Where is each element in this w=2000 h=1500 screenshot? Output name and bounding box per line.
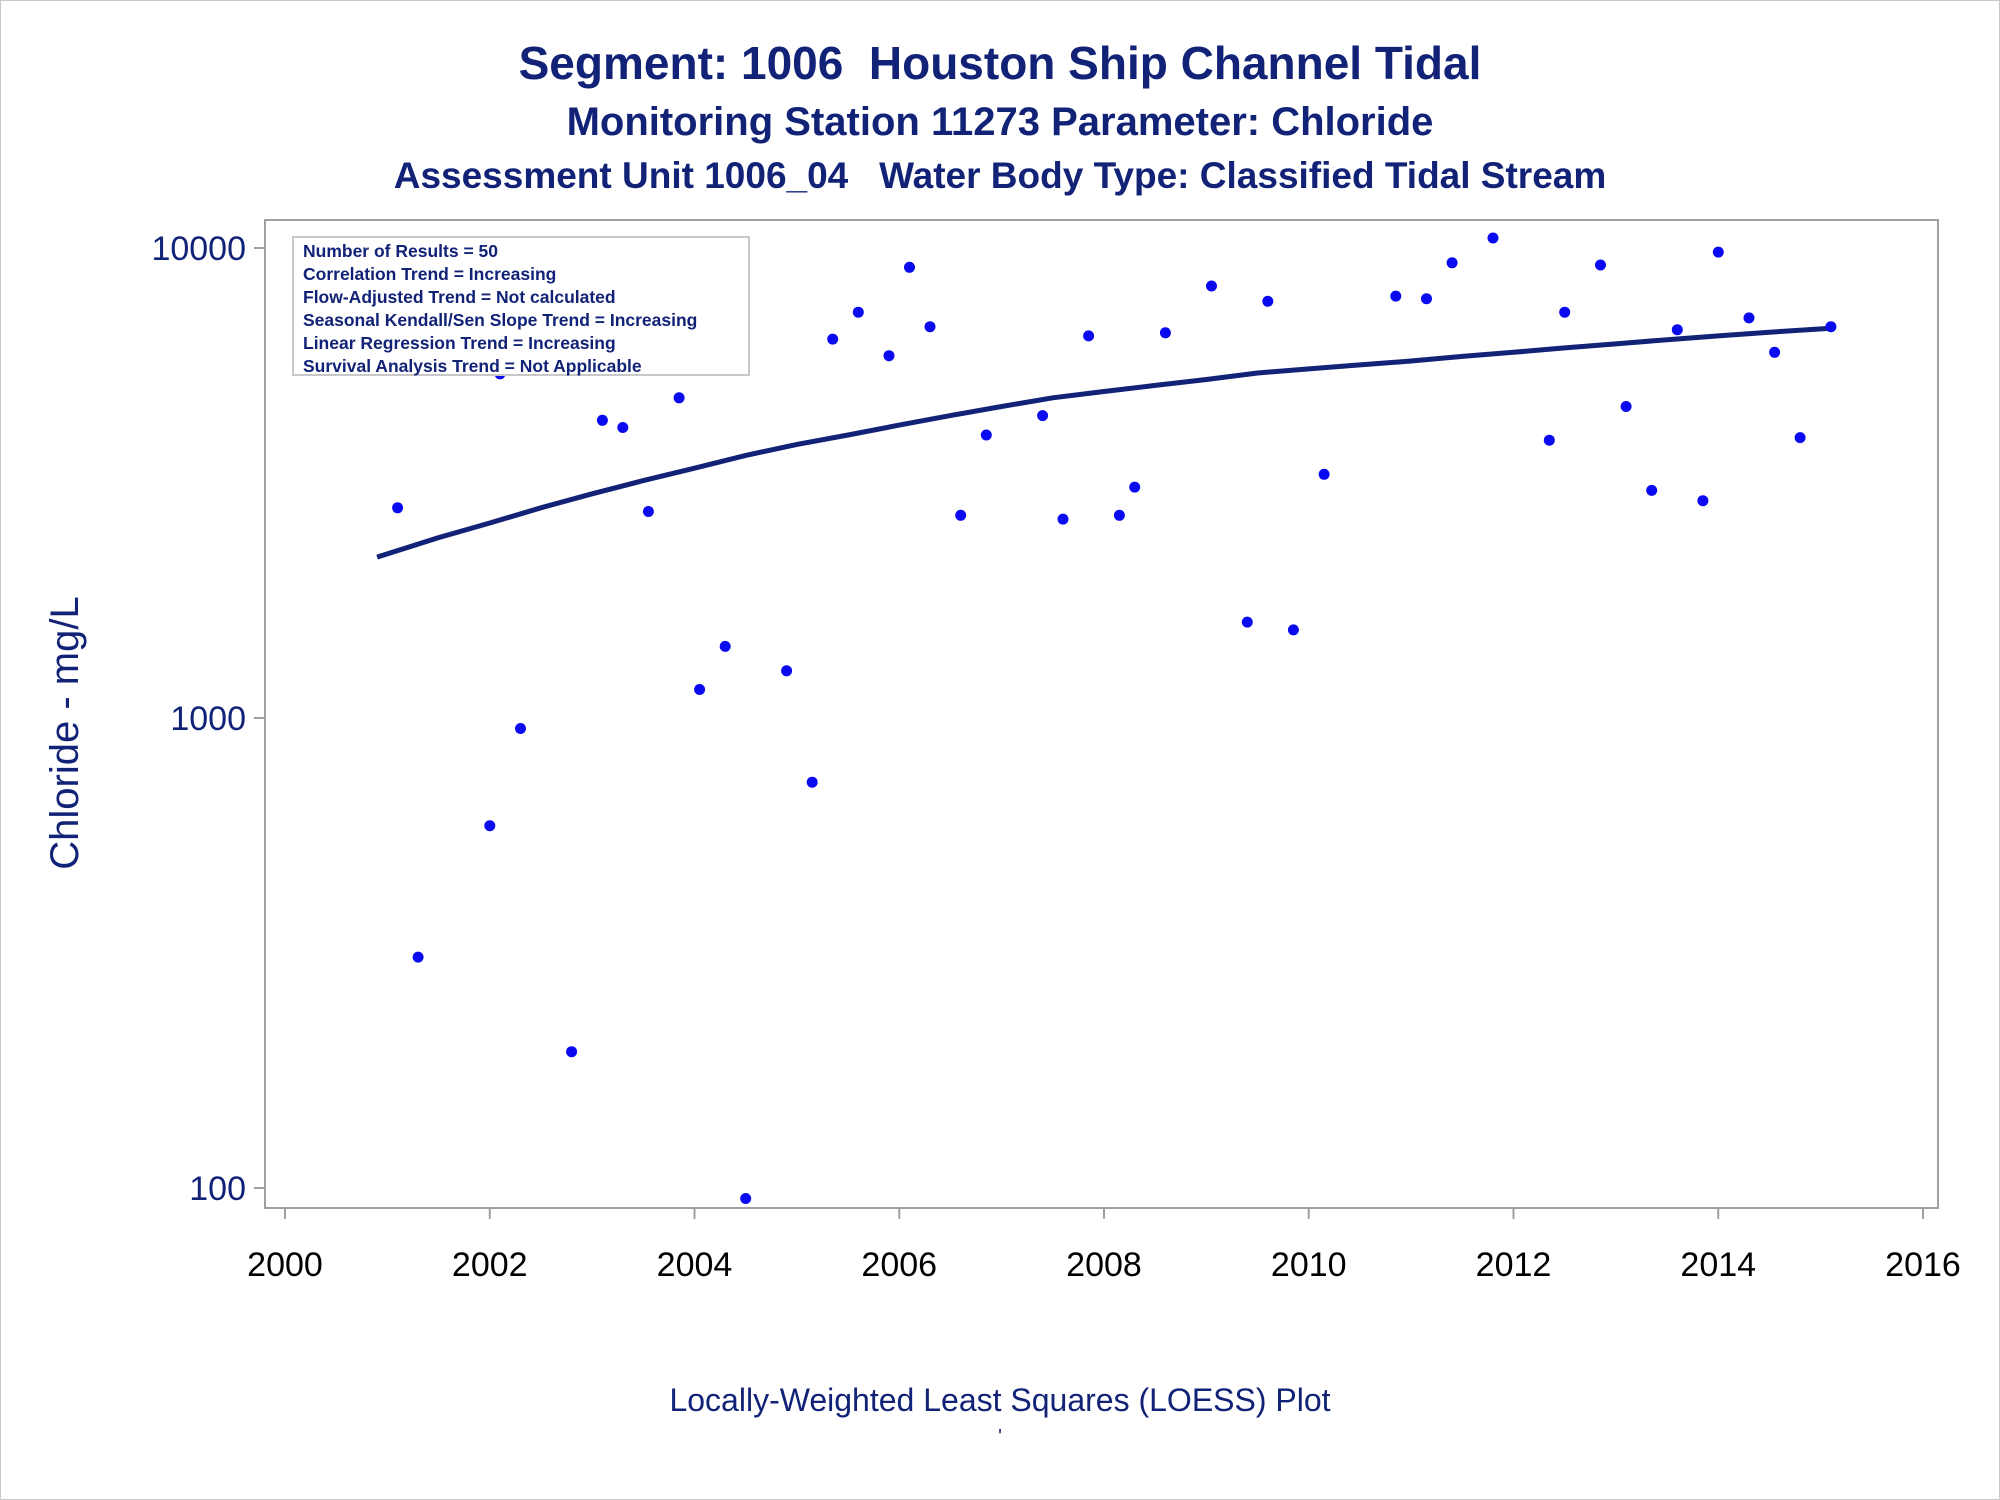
data-point: [1543, 434, 1555, 446]
data-point: [1318, 468, 1330, 480]
data-point: [719, 640, 731, 652]
data-point: [740, 1193, 752, 1204]
data-point: [1421, 293, 1432, 305]
data-point: [1697, 495, 1709, 507]
data-point: [596, 414, 608, 426]
footnote: Locally-Weighted Least Squares (LOESS) P…: [669, 1382, 1331, 1418]
stat-linear-regression-trend: Linear Regression Trend = Increasing: [303, 333, 616, 353]
data-point: [1206, 280, 1217, 292]
chart-subtitle: Monitoring Station 11273 Parameter: Chlo…: [566, 100, 1434, 144]
data-point: [1559, 306, 1571, 318]
data-point: [1446, 257, 1458, 269]
stat-correlation-trend: Correlation Trend = Increasing: [303, 264, 557, 284]
data-point: [806, 776, 818, 788]
data-point: [955, 509, 967, 521]
data-point: [1113, 509, 1125, 521]
data-point: [883, 350, 895, 362]
x-tick-label: 2014: [1680, 1246, 1756, 1284]
stat-number-of-results: Number of Results = 50: [303, 241, 498, 261]
data-point: [412, 951, 424, 963]
data-point: [1646, 484, 1658, 496]
x-tick-label: 2006: [861, 1246, 937, 1284]
x-tick-label: 2008: [1066, 1246, 1142, 1284]
loess-curve: [376, 325, 1832, 560]
data-point: [1743, 312, 1755, 324]
chart-title: Segment: 1006 Houston Ship Channel Tidal: [518, 37, 1482, 89]
data-point: [1794, 432, 1806, 444]
data-point: [1487, 232, 1499, 244]
data-point: [827, 333, 839, 345]
data-point: [1129, 481, 1141, 493]
data-points: [371, 232, 1837, 1204]
data-point: [1083, 330, 1095, 342]
data-point: [566, 1046, 578, 1058]
y-tick-label: 1000: [170, 700, 246, 738]
data-point: [1595, 259, 1606, 271]
x-axis: 2000 2002 2004 2006 2008 2010 2012 2014 2016: [247, 1208, 1961, 1284]
stat-flow-adjusted-trend: Flow-Adjusted Trend = Not calculated: [303, 287, 616, 307]
data-point: [1037, 410, 1049, 422]
data-point: [673, 392, 685, 404]
data-point: [484, 820, 496, 832]
data-point: [694, 684, 706, 695]
stat-survival-analysis-trend: Survival Analysis Trend = Not Applicable: [303, 356, 642, 376]
footnote-mark: ': [998, 1426, 1002, 1448]
data-point: [1712, 246, 1724, 258]
data-point: [924, 321, 936, 333]
y-tick-label: 10000: [151, 230, 246, 268]
data-point: [392, 502, 404, 514]
stats-legend: Number of Results = 50 Correlation Trend…: [292, 236, 750, 376]
x-tick-label: 2000: [247, 1246, 323, 1284]
data-point: [1159, 327, 1171, 339]
data-point: [1825, 321, 1837, 333]
y-axis: 100 1000 10000: [151, 230, 265, 1208]
y-tick-label: 100: [189, 1170, 246, 1208]
data-point: [617, 422, 629, 433]
data-point: [1390, 290, 1402, 302]
stat-seasonal-kendall-trend: Seasonal Kendall/Sen Slope Trend = Incre…: [303, 310, 698, 330]
data-point: [980, 429, 992, 441]
data-point: [1620, 401, 1632, 412]
x-tick-label: 2012: [1476, 1246, 1552, 1284]
data-point: [904, 261, 915, 273]
x-tick-label: 2002: [452, 1246, 528, 1284]
data-point: [515, 723, 526, 734]
x-tick-label: 2016: [1885, 1246, 1961, 1284]
data-point: [852, 306, 864, 318]
x-tick-label: 2010: [1271, 1246, 1347, 1284]
data-point: [1241, 616, 1253, 628]
data-point: [1262, 295, 1274, 307]
data-point: [1671, 324, 1683, 336]
data-point: [642, 506, 654, 517]
chart-subtitle-2: Assessment Unit 1006_04 Water Body Type:…: [393, 155, 1607, 196]
data-point: [1287, 624, 1299, 636]
data-point: [781, 665, 793, 677]
data-point: [1057, 513, 1069, 525]
x-tick-label: 2004: [657, 1246, 733, 1284]
data-point: [1769, 346, 1781, 358]
y-axis-label: Chloride - mg/L: [43, 596, 87, 869]
